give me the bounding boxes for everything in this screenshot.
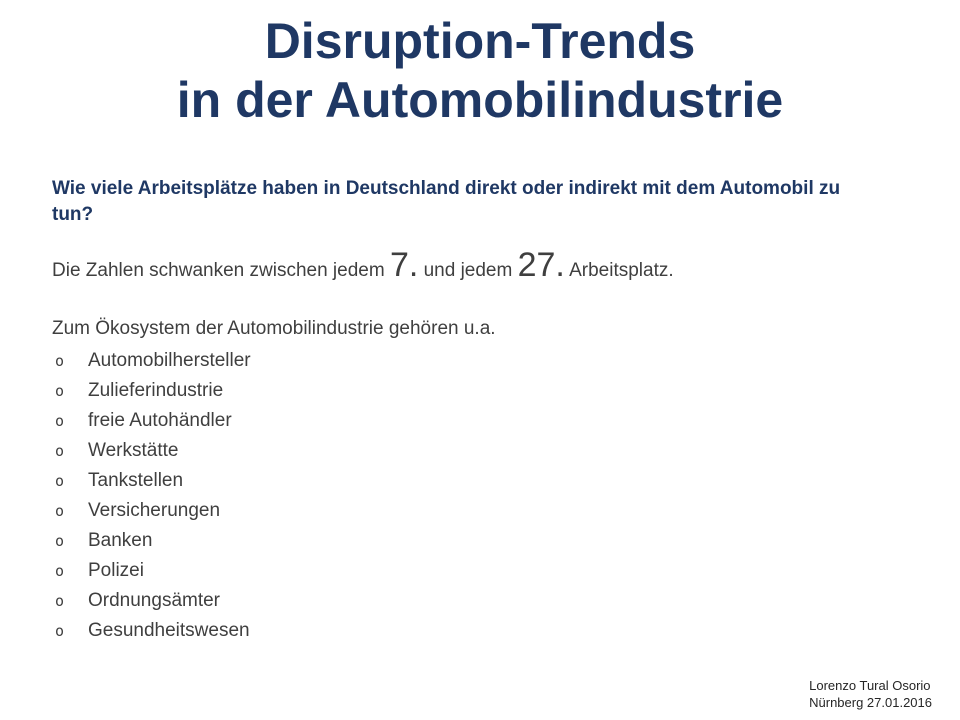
title-line-2: in der Automobilindustrie <box>176 72 784 128</box>
list-item-label: Tankstellen <box>88 470 184 492</box>
bullet-marker: o <box>55 382 65 401</box>
stats-part-3: Arbeitsplatz. <box>564 260 674 282</box>
slide-title: Disruption-Trends in der Automobilindust… <box>0 0 960 130</box>
footer-location-date: Nürnberg 27.01.2016 <box>809 695 932 711</box>
list-item-label: Versicherungen <box>88 500 221 522</box>
list-item-label: Automobilhersteller <box>88 350 251 372</box>
list-item-label: Banken <box>88 530 153 552</box>
list-item: o freie Autohändler <box>52 410 908 440</box>
stats-number-27: 27. <box>517 246 565 285</box>
stats-number-7: 7. <box>389 246 419 285</box>
ecosystem-intro: Zum Ökosystem der Automobilindustrie geh… <box>52 318 496 340</box>
slide-footer: Lorenzo Tural Osorio Nürnberg 27.01.2016 <box>809 677 932 712</box>
stats-sentence: Die Zahlen schwanken zwischen jedem 7. u… <box>52 248 908 284</box>
bullet-marker: o <box>55 442 65 461</box>
list-item: o Banken <box>52 530 908 560</box>
title-line-1: Disruption-Trends <box>264 13 696 69</box>
list-item-label: Gesundheitswesen <box>88 620 250 642</box>
list-item: o Gesundheitswesen <box>52 620 908 650</box>
list-item-label: Polizei <box>88 560 144 582</box>
question-text: Wie viele Arbeitsplätze haben in Deutsch… <box>52 178 841 226</box>
bullet-marker: o <box>55 562 65 581</box>
list-item: o Tankstellen <box>52 470 908 500</box>
list-item: o Automobilhersteller <box>52 350 908 380</box>
bullet-marker: o <box>55 472 65 491</box>
list-item: o Polizei <box>52 560 908 590</box>
ecosystem-list: o Automobilhersteller o Zulieferindustri… <box>52 350 908 650</box>
bullet-marker: o <box>55 502 65 521</box>
bullet-marker: o <box>55 622 65 641</box>
stats-part-2: und jedem <box>418 260 518 282</box>
bullet-marker: o <box>55 532 65 551</box>
footer-author: Lorenzo Tural Osorio <box>809 677 931 693</box>
bullet-marker: o <box>55 592 65 611</box>
bullet-marker: o <box>55 412 65 431</box>
stats-part-1: Die Zahlen schwanken zwischen jedem <box>52 260 390 282</box>
list-item-label: freie Autohändler <box>88 410 232 432</box>
list-item: o Werkstätte <box>52 440 908 470</box>
list-item: o Ordnungsämter <box>52 590 908 620</box>
list-item: o Versicherungen <box>52 500 908 530</box>
list-item: o Zulieferindustrie <box>52 380 908 410</box>
list-item-label: Zulieferindustrie <box>88 380 224 402</box>
list-item-label: Werkstätte <box>88 440 179 462</box>
slide-content: Wie viele Arbeitsplätze haben in Deutsch… <box>0 176 960 650</box>
bullet-marker: o <box>55 352 65 371</box>
list-item-label: Ordnungsämter <box>88 590 221 612</box>
